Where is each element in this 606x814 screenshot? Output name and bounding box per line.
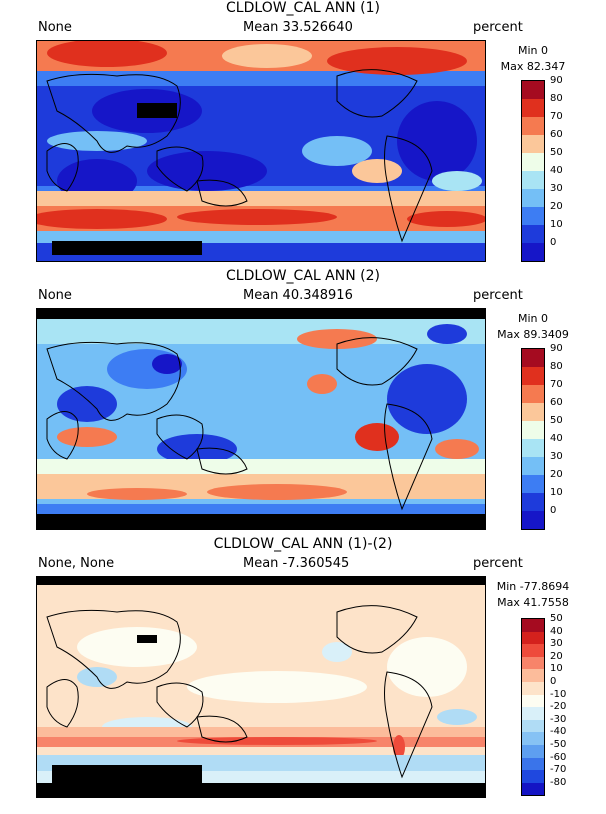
colorbar-segment (522, 421, 544, 439)
panel-left-label: None, None (38, 556, 115, 571)
colorbar-segment (522, 171, 544, 189)
colorbar-tick-label: -10 (550, 688, 567, 700)
colorbar-tick-label: 20 (550, 201, 563, 212)
colorbar-segment (522, 707, 544, 720)
colorbar-tick-label: 60 (550, 129, 563, 140)
colorbar-segment (522, 207, 544, 225)
colorbar-segment (522, 153, 544, 171)
panel-left-label: None (38, 20, 72, 35)
colorbar-segment (522, 782, 544, 796)
panel-left-label: None (38, 288, 72, 303)
colorbar-tick-label: 0 (550, 505, 557, 516)
colorbar-tick-label: 80 (550, 93, 563, 104)
colorbar-segment (522, 619, 544, 632)
colorbar-min-label: Min 0 (517, 312, 548, 325)
colorbar-tick-label: -40 (550, 726, 567, 738)
colorbar-segment (522, 669, 544, 682)
colorbar-tick-label: -50 (550, 739, 567, 750)
colorbar-tick-label: 70 (550, 379, 563, 390)
colorbar-max-label: Max 89.3409 (497, 328, 569, 341)
colorbar-tick-label: 80 (550, 361, 563, 372)
colorbar-tick-label: 50 (550, 415, 563, 426)
colorbar-segment (522, 681, 544, 695)
colorbar-segment (522, 99, 544, 117)
colorbar-tick-label: 30 (550, 451, 563, 462)
colorbar-tick-label: -60 (550, 751, 567, 763)
panel-mean-label: Mean -7.360545 (243, 556, 350, 571)
colorbar (521, 618, 545, 797)
panel-mean-label: Mean 40.348916 (243, 288, 353, 303)
colorbar-tick-label: 50 (550, 147, 563, 158)
colorbar-tick-label: -20 (550, 701, 567, 713)
colorbar-segment (522, 694, 544, 708)
colorbar-tick-label: 40 (550, 165, 563, 176)
colorbar-segment (522, 644, 544, 657)
panel-2: CLDLOW_CAL ANN (2) None Mean 40.348916 p… (0, 268, 606, 538)
colorbar-segment (522, 744, 544, 758)
colorbar-segment (522, 81, 544, 99)
colorbar-segment (522, 189, 544, 207)
colorbar-segment (522, 732, 544, 745)
colorbar-tick-label: 20 (550, 650, 563, 662)
map-plot (36, 308, 486, 530)
colorbar-segment (522, 457, 544, 475)
panel-title: CLDLOW_CAL ANN (2) (226, 268, 380, 284)
colorbar-tick-label: 30 (550, 183, 563, 194)
colorbar-max-label: Max 41.7558 (497, 596, 569, 609)
colorbar-segment (522, 770, 544, 783)
colorbar-tick-label: 40 (550, 433, 563, 444)
colorbar-max-label: Max 82.347 (500, 60, 566, 73)
colorbar (521, 80, 545, 262)
panel-mean-label: Mean 33.526640 (243, 20, 353, 35)
colorbar-tick-label: 60 (550, 397, 563, 408)
panel-units-label: percent (473, 20, 523, 35)
map-plot (36, 576, 486, 798)
colorbar-tick-label: 30 (550, 638, 563, 650)
colorbar-segment (522, 385, 544, 403)
colorbar-tick-label: 10 (550, 663, 563, 675)
panel-units-label: percent (473, 288, 523, 303)
colorbar-segment (522, 656, 544, 670)
map-plot (36, 40, 486, 262)
panel-1: CLDLOW_CAL ANN (1) None Mean 33.526640 p… (0, 0, 606, 270)
colorbar-segment (522, 511, 544, 529)
colorbar-tick-label: 0 (550, 676, 557, 687)
colorbar-tick-label: 90 (550, 343, 563, 354)
colorbar-segment (522, 493, 544, 511)
colorbar-tick-label: -70 (550, 764, 567, 776)
colorbar (521, 348, 545, 530)
colorbar-segment (522, 135, 544, 153)
colorbar-segment (522, 439, 544, 457)
colorbar-min-label: Min 0 (517, 44, 548, 57)
colorbar-tick-label: 10 (550, 219, 563, 230)
colorbar-segment (522, 225, 544, 243)
colorbar-tick-label: 50 (550, 613, 563, 624)
colorbar-segment (522, 475, 544, 493)
colorbar-tick-label: 0 (550, 237, 557, 248)
colorbar-tick-label: -80 (550, 776, 567, 788)
colorbar-min-label: Min -77.8694 (496, 580, 570, 593)
colorbar-segment (522, 349, 544, 367)
colorbar-tick-label: -30 (550, 713, 567, 725)
colorbar-tick-label: 40 (550, 625, 563, 637)
colorbar-tick-label: 20 (550, 469, 563, 480)
colorbar-segment (522, 719, 544, 733)
panel-units-label: percent (473, 556, 523, 571)
colorbar-segment (522, 403, 544, 421)
panel-title: CLDLOW_CAL ANN (1)-(2) (213, 536, 393, 552)
colorbar-segment (522, 757, 544, 771)
colorbar-segment (522, 117, 544, 135)
colorbar-segment (522, 243, 544, 261)
colorbar-tick-label: 70 (550, 111, 563, 122)
colorbar-tick-label: 10 (550, 487, 563, 498)
colorbar-tick-label: 90 (550, 75, 563, 86)
panel-title: CLDLOW_CAL ANN (1) (226, 0, 380, 16)
panel-3: CLDLOW_CAL ANN (1)-(2) None, None Mean -… (0, 536, 606, 806)
colorbar-segment (522, 367, 544, 385)
colorbar-segment (522, 631, 544, 645)
